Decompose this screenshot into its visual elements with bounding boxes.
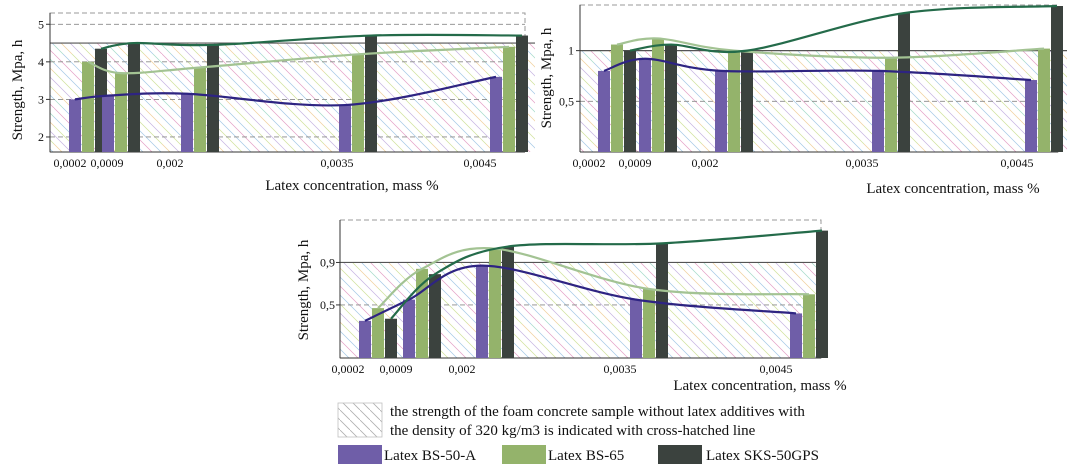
bar-sks50gps	[516, 35, 528, 152]
bar-bs65	[115, 73, 127, 152]
trend-line-sks50gps	[100, 33, 523, 50]
x-tick-label: 0,0045	[1001, 156, 1034, 170]
legend-hatch-swatch	[337, 402, 383, 438]
bar-bs50a	[715, 70, 727, 152]
bar-sks50gps	[624, 50, 636, 152]
x-tick-label: 0,0002	[54, 156, 87, 170]
legend-swatch-bs50a	[338, 445, 382, 464]
y-tick-label: 4	[38, 55, 44, 69]
trend-line-bs65	[87, 45, 510, 75]
x-tick-label: 0,0035	[321, 156, 354, 170]
y-tick-label: 0,5	[559, 94, 574, 108]
bar-bs65	[194, 67, 206, 152]
bar-bs50a	[598, 70, 610, 152]
bar-bs65	[489, 248, 501, 358]
bar-bs50a	[102, 95, 114, 152]
bar-bs50a	[639, 58, 651, 152]
bar-bs65	[503, 46, 515, 153]
bar-sks50gps	[128, 43, 140, 152]
x-tick-label: 0,0009	[619, 156, 652, 170]
legend-hatch-note-line1: the strength of the foam concrete sample…	[390, 404, 805, 420]
y-axis-label: Strength, Mpa, h	[296, 239, 312, 340]
bar-sks50gps	[502, 246, 514, 358]
bar-bs50a	[359, 320, 371, 358]
chart-2: 0,5 1 0,0002 0,0009 0,002 0,0035 0,0045 Latex c…	[539, 4, 1067, 197]
bar-bs65	[652, 38, 664, 153]
bar-sks50gps	[429, 274, 441, 358]
trend-line-bs65	[616, 37, 1045, 59]
bar-sks50gps	[385, 318, 397, 358]
bar-bs50a	[630, 299, 642, 358]
x-tick-label: 0,0045	[464, 156, 497, 170]
x-tick-label: 0,002	[449, 362, 476, 376]
bar-bs65	[643, 289, 655, 358]
y-tick-label: 0,9	[320, 255, 335, 269]
trend-line-bs65	[377, 247, 810, 309]
bar-bs50a	[339, 105, 351, 152]
bar-bs50a	[476, 265, 488, 358]
x-tick-label: 0,0009	[380, 362, 413, 376]
trend-line-sks50gps	[390, 229, 823, 320]
x-axis-label: Latex concentration, mass %	[265, 178, 438, 194]
bar-sks50gps	[741, 50, 753, 152]
legend-hatch-note-line2: the density of 320 kg/m3 is indicated wi…	[390, 423, 756, 439]
bar-bs50a	[872, 70, 884, 152]
legend-swatch-bs65	[502, 445, 546, 464]
bar-bs65	[803, 294, 815, 358]
bar-bs65	[1038, 48, 1050, 152]
y-axis-label: Strength, Mpa, h	[539, 27, 555, 128]
y-tick-label: 0,5	[320, 298, 335, 312]
x-tick-label: 0,002	[692, 156, 719, 170]
bar-bs50a	[69, 99, 81, 152]
legend-label-bs65: Latex BS-65	[548, 448, 624, 464]
y-tick-label: 1	[568, 44, 574, 58]
x-axis-label: Latex concentration, mass %	[866, 181, 1039, 197]
legend: the strength of the foam concrete sample…	[337, 402, 819, 464]
trend-line-sks50gps	[629, 4, 1058, 54]
bar-bs65	[611, 44, 623, 152]
x-tick-label: 0,0002	[332, 362, 365, 376]
y-axis-label: Strength, Mpa, h	[10, 39, 26, 140]
x-tick-label: 0,002	[157, 156, 184, 170]
x-tick-label: 0,0035	[846, 156, 879, 170]
bar-bs50a	[790, 313, 802, 358]
trend-line-bs50a	[603, 57, 1032, 82]
bar-sks50gps	[365, 35, 377, 152]
x-tick-label: 0,0002	[573, 156, 606, 170]
bar-bs65	[82, 61, 94, 152]
bar-bs50a	[403, 299, 415, 358]
trend-line-bs50a	[74, 75, 497, 107]
bar-bs50a	[490, 76, 502, 152]
bar-bs50a	[181, 93, 193, 152]
bar-sks50gps	[656, 243, 668, 358]
bar-bs65	[416, 268, 428, 358]
charts-layer: 2 3 4 5 0,0002 0,0009 0,002 0,0035 0,0045 Latex c…	[10, 4, 1067, 394]
x-axis-label: Latex concentration, mass %	[673, 378, 846, 394]
chart-1: 2 3 4 5 0,0002 0,0009 0,002 0,0035 0,0045 Latex c…	[10, 12, 535, 194]
y-tick-label: 3	[38, 92, 44, 106]
bar-sks50gps	[816, 230, 828, 358]
x-tick-label: 0,0035	[604, 362, 637, 376]
x-tick-label: 0,0009	[91, 156, 124, 170]
bar-bs65	[885, 57, 897, 153]
chart-3: 0,5 0,9 0,0002 0,0009 0,002 0,0035 0,0045 Latex…	[296, 219, 847, 394]
bar-sks50gps	[665, 44, 677, 152]
legend-label-sks50gps: Latex SKS-50GPS	[706, 448, 819, 464]
bar-bs50a	[1025, 80, 1037, 152]
bar-bs65	[372, 308, 384, 358]
legend-swatch-sks50gps	[658, 445, 702, 464]
x-tick-label: 0,0045	[760, 362, 793, 376]
bar-sks50gps	[1051, 6, 1063, 152]
bar-bs65	[728, 50, 740, 152]
y-tick-label: 2	[38, 130, 44, 144]
bar-sks50gps	[207, 44, 219, 152]
bar-sks50gps	[898, 13, 910, 152]
y-tick-label: 5	[38, 17, 44, 31]
legend-label-bs50a: Latex BS-50-A	[384, 448, 476, 464]
